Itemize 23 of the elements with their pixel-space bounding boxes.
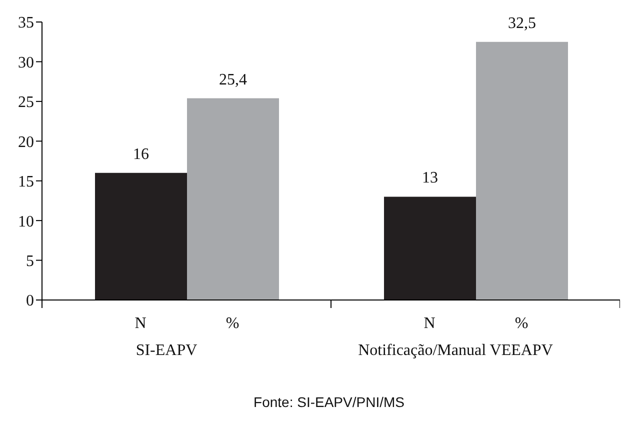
data-label: 25,4	[219, 71, 247, 88]
y-tick-label: 20	[18, 134, 34, 151]
y-tick-label: 15	[18, 174, 34, 191]
y-tick-label: 5	[26, 252, 34, 270]
text: N	[424, 315, 436, 332]
y-tick-label: 10	[18, 213, 34, 230]
bar	[187, 98, 279, 300]
y-tick-label: 35	[18, 14, 34, 32]
data-label: 13	[422, 170, 438, 187]
series-label: %	[226, 315, 240, 332]
y-tick-label: 0	[26, 292, 34, 310]
bar	[95, 172, 187, 300]
y-tick-label: 30	[18, 54, 34, 72]
y-tick-label: 25	[18, 94, 34, 112]
x-tick-label: SI-EAPV	[134, 341, 198, 361]
source-note: Fonte: SI-EAPV/PNI/MS	[252, 394, 406, 410]
x-tick-label: Notificação/Manual VEEAPV	[357, 341, 554, 361]
data-label: 32,5	[508, 14, 536, 32]
bar	[384, 196, 476, 300]
series-label: N	[134, 315, 147, 332]
bar	[476, 42, 568, 300]
data-label: 16	[133, 146, 149, 163]
text: %	[514, 315, 528, 332]
